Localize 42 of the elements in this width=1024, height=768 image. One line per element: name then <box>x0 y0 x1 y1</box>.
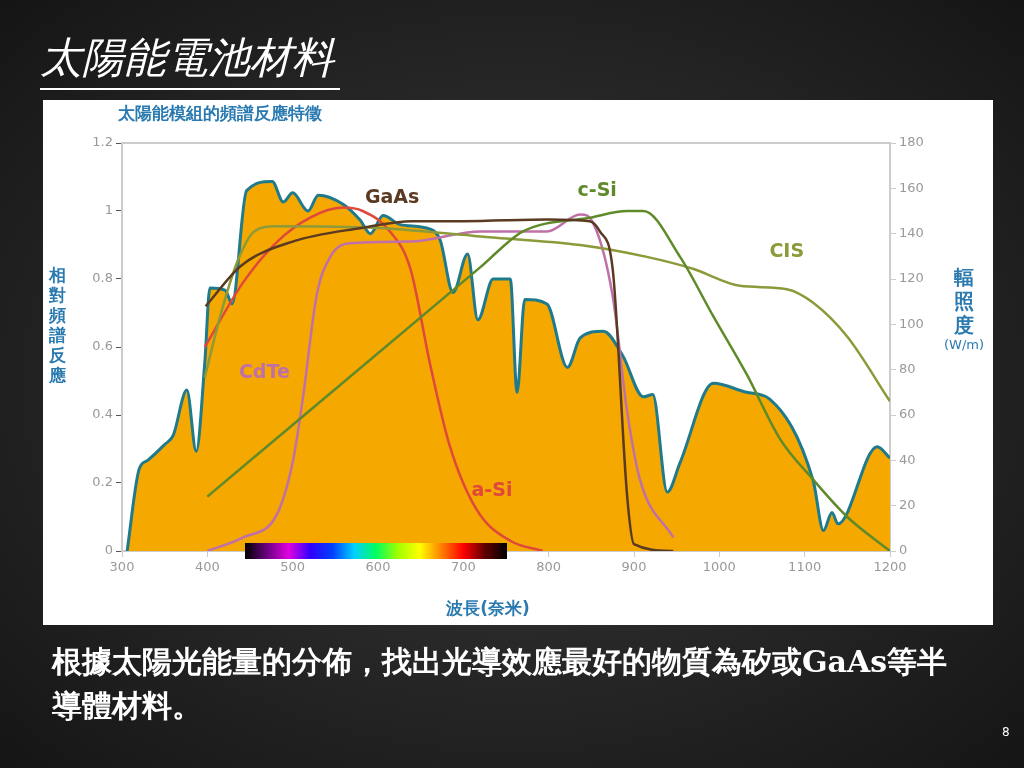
chart-subtitle: 太陽能模組的頻譜反應特徵 <box>118 102 322 125</box>
text: 8 <box>1002 725 1010 739</box>
y-tick-label: 1.2 <box>92 134 113 150</box>
x-axis-title: 波長(奈米) <box>445 597 531 620</box>
y2-tick-label: 80 <box>899 361 916 377</box>
y2-axis-title: 輻照度 (W/m) <box>942 265 985 352</box>
y2-tick-label: 40 <box>899 451 916 467</box>
line-series <box>203 206 544 551</box>
y-tick-label: 0.6 <box>92 338 113 354</box>
y2-tick-label: 180 <box>899 134 924 150</box>
x-tick-label: 800 <box>536 559 562 575</box>
text: 根據太陽光能量的分佈，找出光導效應最好的物質為矽或GaAs等半導體材料。 <box>52 643 949 725</box>
x-tick-label: 1100 <box>788 559 822 575</box>
x-tick-label: 1200 <box>873 559 907 575</box>
series-label: GaAs <box>364 184 420 207</box>
y2-tick-label: 60 <box>899 406 916 422</box>
x-tick-label: 400 <box>194 559 220 575</box>
y-tick-label: 1 <box>104 202 113 218</box>
x-tick-label: 700 <box>450 559 476 575</box>
x-tick-label: 900 <box>621 559 647 575</box>
line-series <box>203 225 890 403</box>
series-label: CIS <box>769 238 805 261</box>
y2-tick-label: 20 <box>899 497 916 513</box>
series-label: CdTe <box>238 360 290 383</box>
y-tick-label: 0.4 <box>92 406 113 422</box>
y2-tick-label: 0 <box>899 542 908 558</box>
x-tick-label: 600 <box>365 559 391 575</box>
y2-tick-label: 100 <box>899 315 924 331</box>
y2-tick-label: 120 <box>899 270 924 286</box>
x-tick-label: 500 <box>280 559 306 575</box>
x-tick-label: 1000 <box>702 559 736 575</box>
y-axis-title: 相對頻譜反應 <box>47 265 67 385</box>
y-tick-label: 0.2 <box>92 474 113 490</box>
x-tick-label: 300 <box>109 559 135 575</box>
y-tick-label: 0.8 <box>92 270 113 286</box>
series-label: c-Si <box>577 178 617 201</box>
y2-tick-label: 160 <box>899 179 924 195</box>
chart-title: 太陽能電池材料 <box>40 28 340 90</box>
series-label: a-Si <box>471 477 513 500</box>
line-series <box>206 209 890 551</box>
y-tick-label: 0 <box>104 542 113 558</box>
y2-tick-label: 140 <box>899 225 924 241</box>
